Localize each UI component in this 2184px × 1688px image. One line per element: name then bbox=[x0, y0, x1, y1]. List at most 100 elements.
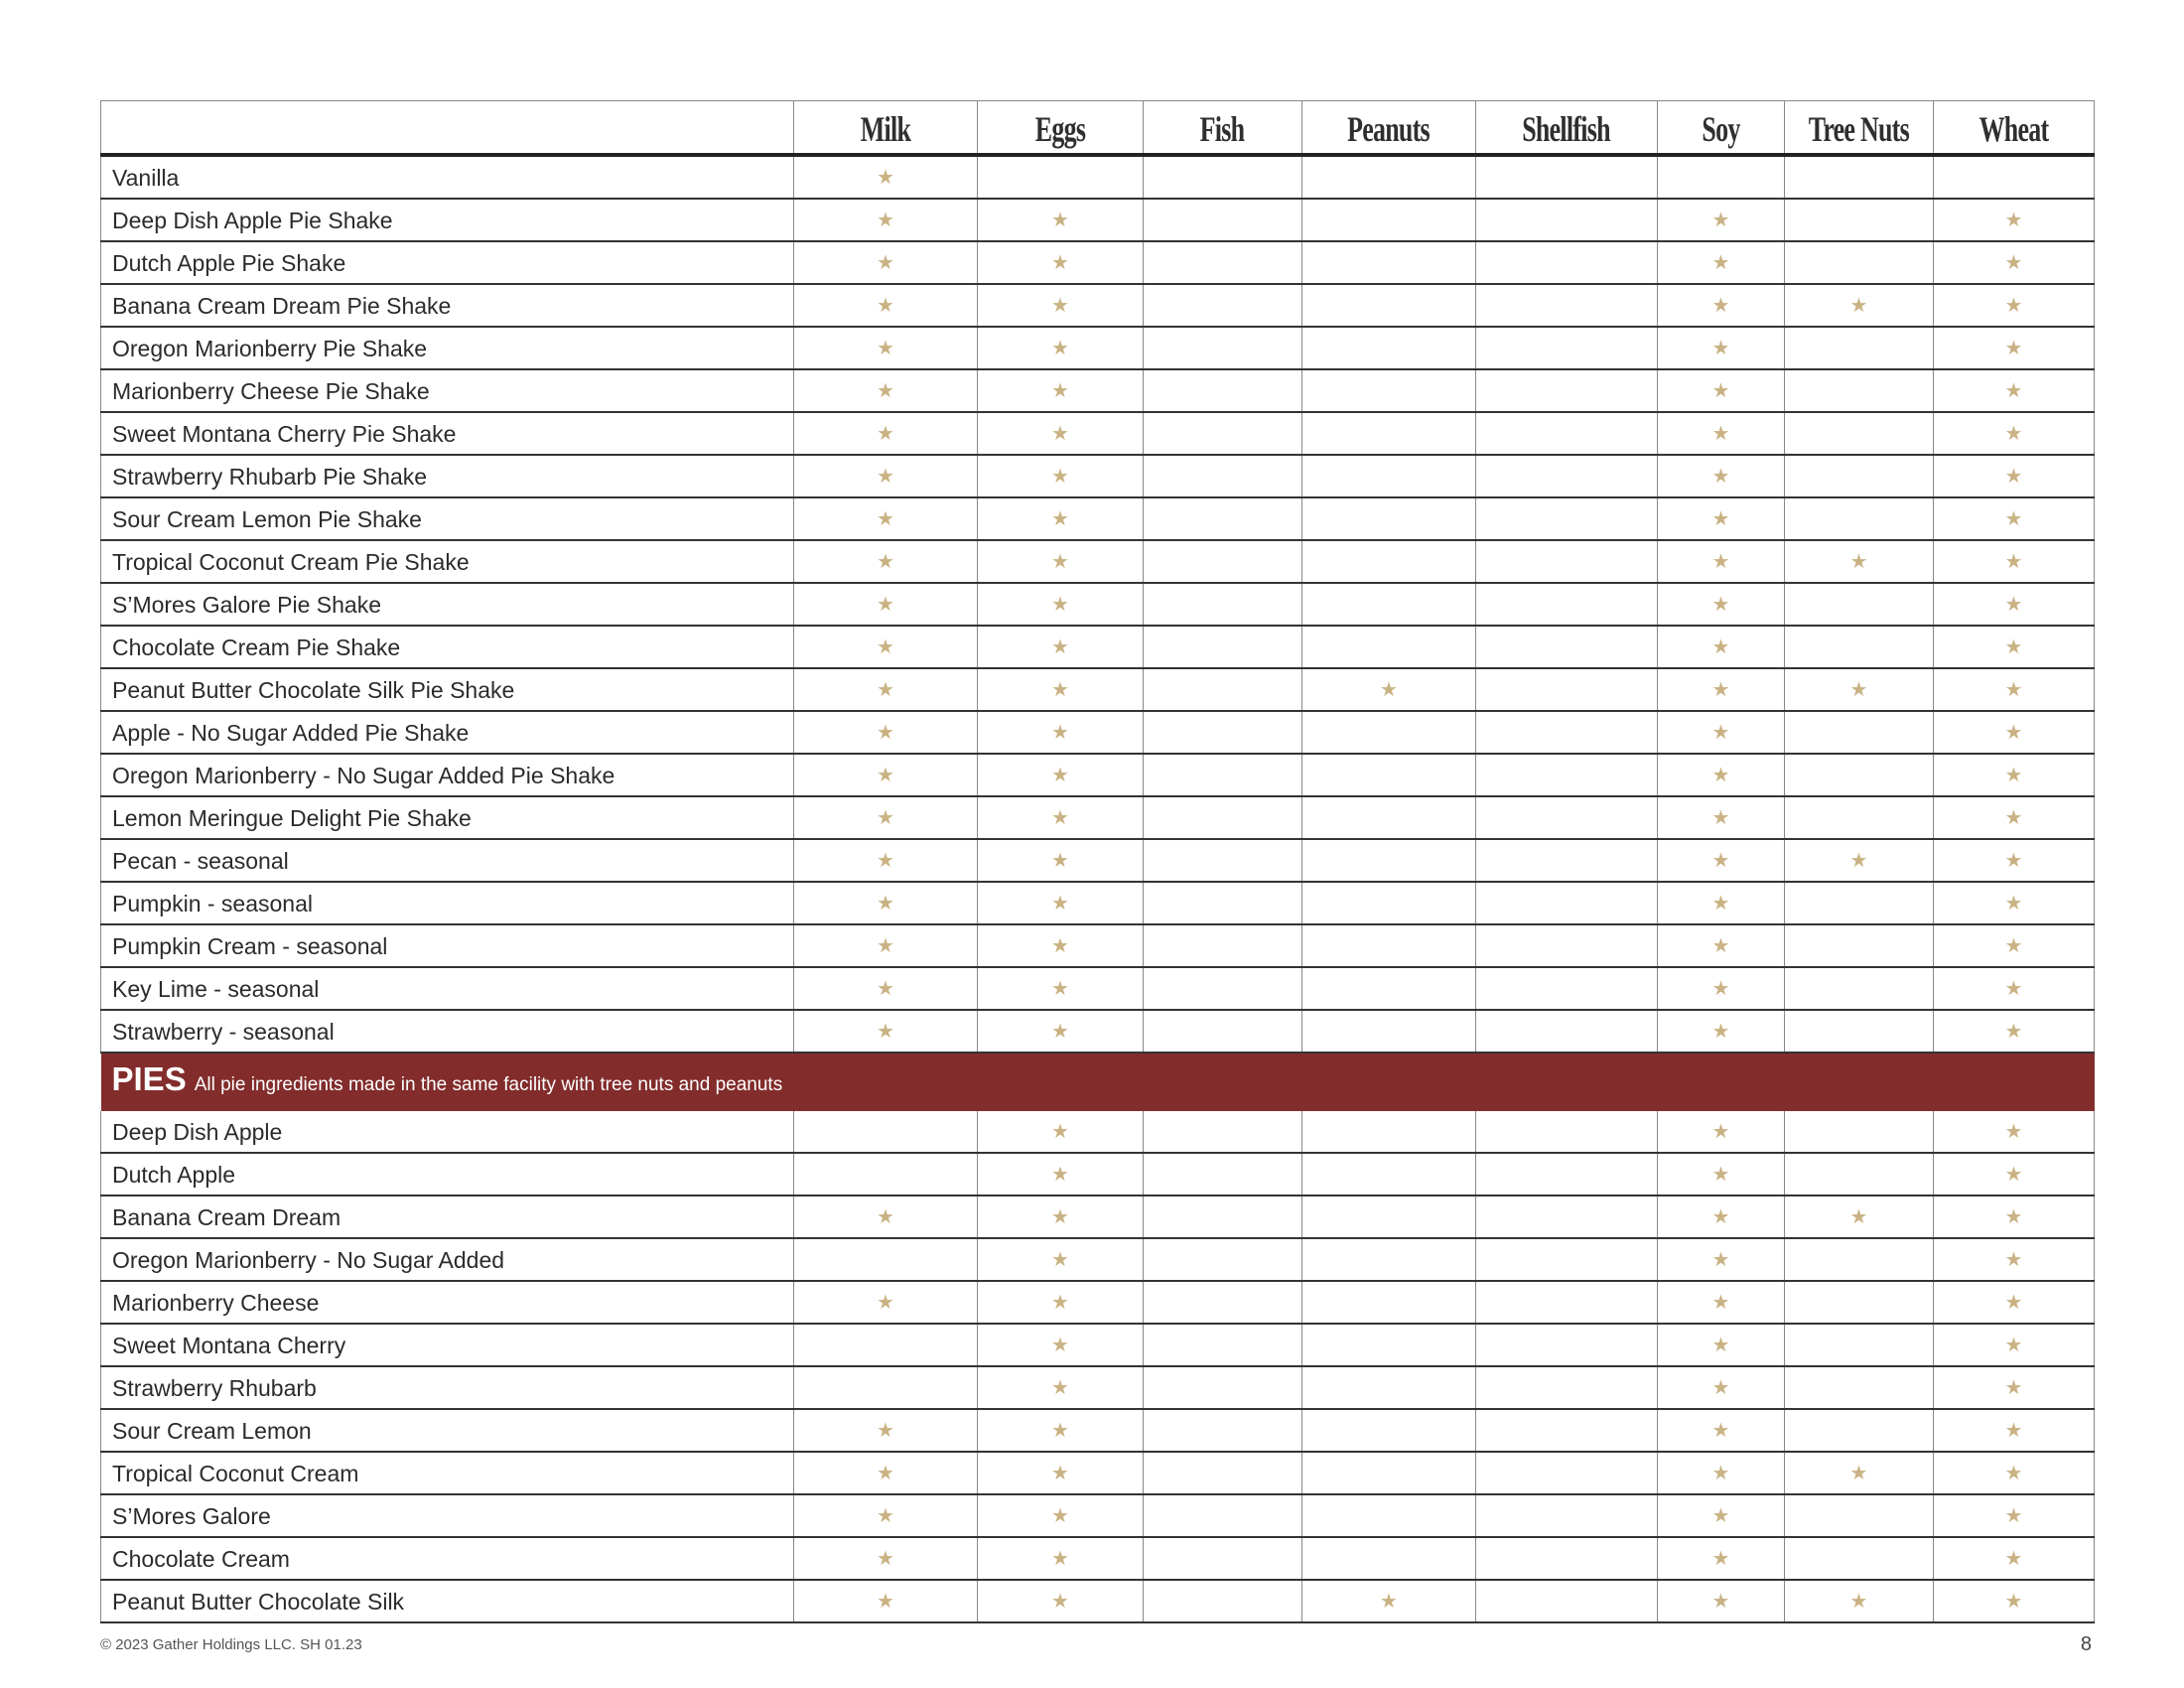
allergen-cell-milk: ★ bbox=[793, 241, 978, 285]
star-icon: ★ bbox=[1051, 1164, 1069, 1186]
table-row: Tropical Coconut Cream Pie Shake ★ ★ ★ ★ ★ bbox=[100, 540, 2095, 584]
star-icon: ★ bbox=[877, 807, 894, 829]
allergen-cell-soy: ★ bbox=[1657, 1494, 1785, 1538]
item-name: Oregon Marionberry - No Sugar Added bbox=[100, 1238, 794, 1282]
star-icon: ★ bbox=[1051, 1292, 1069, 1314]
star-icon: ★ bbox=[877, 380, 894, 402]
table-row: Pumpkin - seasonal ★ ★ ★ ★ bbox=[100, 882, 2095, 925]
allergen-cell-fish bbox=[1143, 1409, 1302, 1453]
allergen-cell-peanuts bbox=[1301, 1281, 1476, 1325]
table-row: Sour Cream Lemon Pie Shake ★ ★ ★ ★ bbox=[100, 497, 2095, 541]
star-icon: ★ bbox=[1711, 1548, 1730, 1570]
star-icon: ★ bbox=[1849, 1463, 1868, 1484]
item-name: Apple - No Sugar Added Pie Shake bbox=[100, 711, 794, 755]
allergen-cell-eggs bbox=[977, 155, 1144, 200]
header-fish: Fish bbox=[1143, 100, 1302, 157]
allergen-cell-milk: ★ bbox=[793, 924, 978, 968]
allergen-cell-fish bbox=[1143, 1452, 1302, 1495]
allergen-cell-eggs: ★ bbox=[977, 1153, 1144, 1196]
allergen-cell-peanuts bbox=[1301, 754, 1476, 797]
star-icon: ★ bbox=[877, 594, 894, 616]
star-icon: ★ bbox=[1711, 295, 1730, 317]
allergen-cell-milk: ★ bbox=[793, 754, 978, 797]
item-name: Marionberry Cheese bbox=[100, 1281, 794, 1325]
allergen-cell-peanuts bbox=[1301, 839, 1476, 883]
allergen-cell-eggs: ★ bbox=[977, 1537, 1144, 1581]
allergen-cell-milk: ★ bbox=[793, 668, 978, 712]
allergen-cell-tree-nuts bbox=[1784, 369, 1934, 413]
allergen-cell-soy: ★ bbox=[1657, 1153, 1785, 1196]
table-row: Marionberry Cheese ★ ★ ★ ★ bbox=[100, 1281, 2095, 1325]
star-icon: ★ bbox=[1711, 1249, 1730, 1271]
allergen-cell-soy: ★ bbox=[1657, 796, 1785, 840]
allergen-cell-shellfish bbox=[1475, 540, 1658, 584]
allergen-cell-peanuts bbox=[1301, 1409, 1476, 1453]
star-icon: ★ bbox=[1711, 935, 1730, 957]
star-icon: ★ bbox=[1711, 1121, 1730, 1143]
star-icon: ★ bbox=[1051, 295, 1069, 317]
allergen-cell-fish bbox=[1143, 155, 1302, 200]
star-icon: ★ bbox=[2004, 893, 2023, 914]
allergen-cell-tree-nuts bbox=[1784, 1494, 1934, 1538]
star-icon: ★ bbox=[2004, 1121, 2023, 1143]
allergen-cell-fish bbox=[1143, 711, 1302, 755]
allergen-cell-soy: ★ bbox=[1657, 1196, 1785, 1239]
allergen-cell-shellfish bbox=[1475, 1366, 1658, 1410]
allergen-cell-fish bbox=[1143, 796, 1302, 840]
allergen-cell-tree-nuts bbox=[1784, 711, 1934, 755]
allergen-cell-tree-nuts bbox=[1784, 1537, 1934, 1581]
allergen-cell-tree-nuts: ★ bbox=[1784, 1452, 1934, 1495]
star-icon: ★ bbox=[1711, 679, 1730, 701]
allergen-cell-soy: ★ bbox=[1657, 626, 1785, 669]
allergen-cell-soy: ★ bbox=[1657, 967, 1785, 1011]
allergen-cell-milk: ★ bbox=[793, 1281, 978, 1325]
star-icon: ★ bbox=[1711, 1021, 1730, 1043]
allergen-cell-tree-nuts bbox=[1784, 1281, 1934, 1325]
star-icon: ★ bbox=[1711, 380, 1730, 402]
star-icon: ★ bbox=[2004, 252, 2023, 274]
header-wheat: Wheat bbox=[1933, 100, 2095, 157]
allergen-cell-fish bbox=[1143, 1196, 1302, 1239]
star-icon: ★ bbox=[1711, 893, 1730, 914]
allergen-cell-milk: ★ bbox=[793, 1010, 978, 1054]
table-row: Banana Cream Dream Pie Shake ★ ★ ★ ★ ★ bbox=[100, 284, 2095, 328]
star-icon: ★ bbox=[1711, 636, 1730, 658]
allergen-cell-fish bbox=[1143, 1494, 1302, 1538]
allergen-cell-tree-nuts bbox=[1784, 241, 1934, 285]
star-icon: ★ bbox=[2004, 1463, 2023, 1484]
star-icon: ★ bbox=[1051, 210, 1069, 231]
table-row: Dutch Apple Pie Shake ★ ★ ★ ★ bbox=[100, 241, 2095, 285]
allergen-table: Milk Eggs Fish Peanuts Shellfish Soy Tre… bbox=[100, 100, 2095, 1623]
allergen-cell-eggs: ★ bbox=[977, 1010, 1144, 1054]
allergen-cell-soy: ★ bbox=[1657, 1111, 1785, 1154]
allergen-cell-peanuts bbox=[1301, 199, 1476, 242]
allergen-cell-peanuts bbox=[1301, 796, 1476, 840]
star-icon: ★ bbox=[1711, 1164, 1730, 1186]
star-icon: ★ bbox=[1051, 893, 1069, 914]
star-icon: ★ bbox=[1711, 551, 1730, 573]
table-row: Deep Dish Apple ★ ★ ★ bbox=[100, 1111, 2095, 1154]
allergen-cell-milk: ★ bbox=[793, 284, 978, 328]
allergen-cell-soy: ★ bbox=[1657, 924, 1785, 968]
item-name: Banana Cream Dream bbox=[100, 1196, 794, 1239]
star-icon: ★ bbox=[1051, 594, 1069, 616]
star-icon: ★ bbox=[2004, 850, 2023, 872]
allergen-cell-wheat: ★ bbox=[1933, 369, 2095, 413]
allergen-cell-tree-nuts bbox=[1784, 1111, 1934, 1154]
header-blank bbox=[100, 100, 794, 157]
allergen-cell-shellfish bbox=[1475, 369, 1658, 413]
star-icon: ★ bbox=[877, 1505, 894, 1527]
star-icon: ★ bbox=[877, 679, 894, 701]
allergen-cell-soy: ★ bbox=[1657, 1580, 1785, 1623]
allergen-cell-wheat bbox=[1933, 155, 2095, 200]
allergen-cell-peanuts bbox=[1301, 327, 1476, 370]
item-name: Tropical Coconut Cream Pie Shake bbox=[100, 540, 794, 584]
allergen-cell-peanuts bbox=[1301, 711, 1476, 755]
pies-note: All pie ingredients made in the same fac… bbox=[194, 1074, 783, 1095]
allergen-cell-soy: ★ bbox=[1657, 754, 1785, 797]
star-icon: ★ bbox=[2004, 1249, 2023, 1271]
page-number: 8 bbox=[2080, 1633, 2092, 1655]
allergen-cell-milk: ★ bbox=[793, 540, 978, 584]
allergen-cell-shellfish bbox=[1475, 284, 1658, 328]
star-icon: ★ bbox=[1051, 1463, 1069, 1484]
